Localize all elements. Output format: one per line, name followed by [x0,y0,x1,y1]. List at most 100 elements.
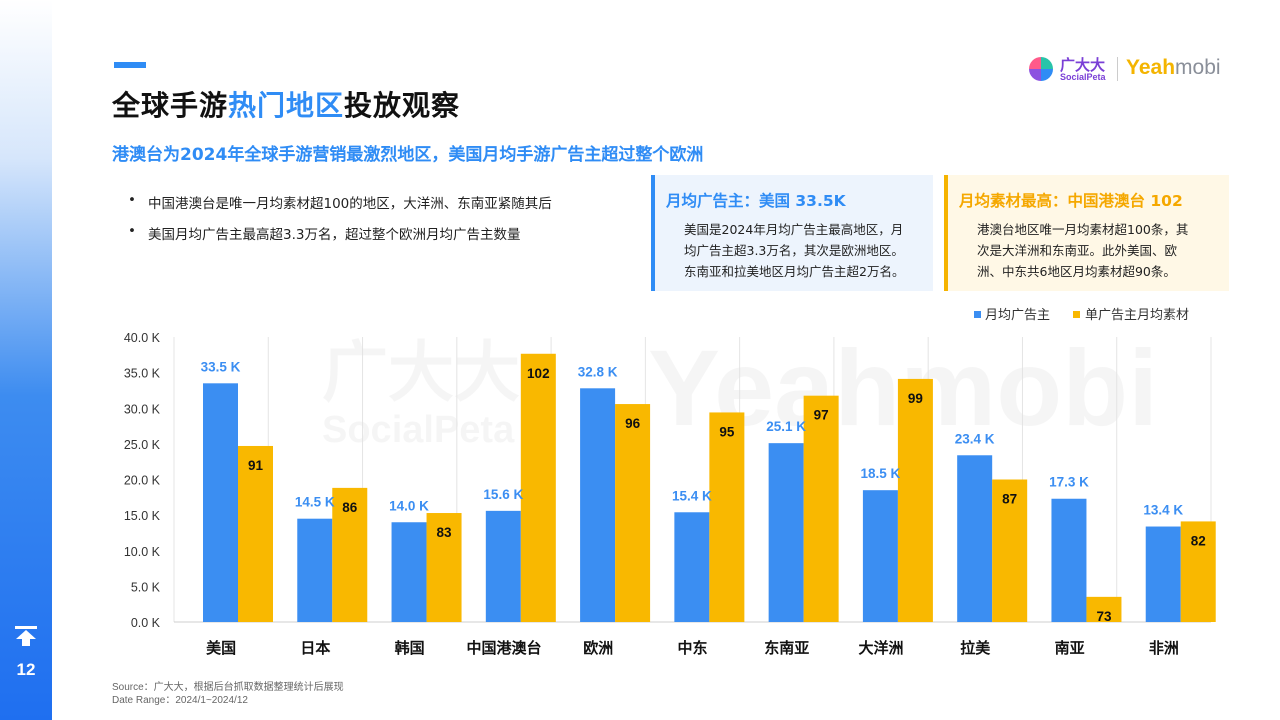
title-highlight: 热门地区 [228,89,345,122]
page-title: 全球手游热门地区投放观察 [112,84,460,124]
bar-advertisers [957,455,993,622]
data-label-creatives: 86 [342,500,358,515]
yeahmobi-logo-yeah: Yeah [1126,56,1176,79]
bar-advertisers [862,490,898,622]
data-label-creatives: 96 [625,416,641,431]
x-tick-label: 中国港澳台 [466,639,541,657]
bar-creatives [1086,596,1122,622]
y-tick-label: 25.0 K [124,438,161,452]
y-tick-label: 40.0 K [124,331,161,345]
bar-creatives [709,412,745,622]
y-tick-label: 15.0 K [124,509,161,523]
callout-advertisers: 月均广告主：美国 33.5K 美国是2024年月均广告主最高地区，月 均广告主超… [651,175,933,291]
back-to-top-icon[interactable] [14,624,38,648]
x-tick-label: 拉美 [960,639,991,657]
data-label-creatives: 91 [248,458,264,473]
bar-creatives [426,513,462,622]
callout-body: 港澳台地区唯一月均素材超100条，其 次是大洋洲和东南亚。此外美国、欧 洲、中东… [977,219,1222,282]
source-line: Source：广大大，根据后台抓取数据整理统计后展现 [112,682,344,693]
source-note: Source：广大大，根据后台抓取数据整理统计后展现 Date Range：20… [112,681,344,707]
bullet-item: 美国月均广告主最高超3.3万名，超过整个欧洲月均广告主数量 [128,223,552,254]
bar-creatives [992,479,1028,622]
socialpeta-logo-en: SocialPeta [1060,72,1106,82]
callout-line: 洲、中东共6地区月均素材超90条。 [977,264,1176,279]
legend-label-advertisers: 月均广告主 [985,308,1050,323]
legend-label-creatives: 单广告主月均素材 [1085,308,1189,323]
callout-creatives: 月均素材最高：中国港澳台 102 港澳台地区唯一月均素材超100条，其 次是大洋… [944,175,1229,291]
data-label-creatives: 83 [437,525,453,540]
y-tick-label: 0.0 K [131,616,161,630]
x-tick-label: 东南亚 [764,639,809,657]
callout-line: 均广告主超3.3万名，其次是欧洲地区。 [684,243,904,258]
title-accent-bar [114,62,146,68]
bar-advertisers [674,512,710,622]
x-tick-label: 中东 [677,639,707,657]
data-label-advertisers: 15.4 K [672,488,712,503]
bar-creatives [615,404,651,622]
legend-swatch-creatives [1073,311,1080,318]
bar-advertisers [391,522,427,622]
bullet-list: 中国港澳台是唯一月均素材超100的地区，大洋洲、东南亚紧随其后 美国月均广告主最… [128,192,552,254]
callout-title: 月均广告主：美国 33.5K [666,192,846,210]
brand-logos: 广大大 SocialPeta Yeahmobi [1026,54,1236,86]
data-label-advertisers: 25.1 K [766,419,806,434]
data-label-advertisers: 33.5 K [201,359,241,374]
data-label-advertisers: 15.6 K [483,487,523,502]
page-number: 12 [16,660,36,679]
date-range-line: Date Range：2024/1~2024/12 [112,695,248,706]
x-tick-label: 日本 [300,639,330,657]
data-label-creatives: 102 [527,366,550,381]
data-label-creatives: 95 [719,424,735,439]
data-label-creatives: 87 [1002,492,1017,507]
bar-advertisers [580,388,616,622]
callout-line: 美国是2024年月均广告主最高地区，月 [684,222,904,237]
x-tick-label: 韩国 [395,639,425,657]
data-label-advertisers: 14.5 K [295,495,335,510]
logo-divider [1117,57,1118,81]
page-subtitle: 港澳台为2024年全球手游营销最激烈地区，美国月均手游广告主超过整个欧洲 [112,145,704,165]
socialpeta-logo-icon [1029,57,1053,81]
bar-advertisers [485,510,521,622]
y-tick-label: 5.0 K [131,580,161,594]
data-label-advertisers: 32.8 K [578,364,618,379]
callout-body: 美国是2024年月均广告主最高地区，月 均广告主超3.3万名，其次是欧洲地区。 … [684,219,929,282]
watermark-text: SocialPeta [322,409,515,451]
yeahmobi-logo: Yeahmobi [1126,56,1221,80]
callout-line: 次是大洋洲和东南亚。此外美国、欧 [977,243,1178,258]
data-label-advertisers: 13.4 K [1143,503,1183,518]
y-tick-label: 20.0 K [124,474,161,488]
bar-creatives [238,445,273,622]
data-label-creatives: 97 [814,408,829,423]
data-label-advertisers: 17.3 K [1049,475,1089,490]
y-tick-label: 30.0 K [124,402,161,416]
legend-swatch-advertisers [974,311,981,318]
bar-creatives [803,395,839,622]
bar-creatives [897,378,933,622]
sidebar-strip: 12 [0,0,52,720]
bar-creatives [520,353,556,622]
x-tick-label: 欧洲 [583,639,613,657]
watermark-text: 广大大 [322,334,520,411]
x-tick-label: 非洲 [1149,639,1179,657]
x-tick-label: 南亚 [1055,639,1085,657]
y-tick-label: 35.0 K [124,367,161,381]
bar-advertisers [203,383,238,622]
data-label-creatives: 82 [1191,533,1206,548]
title-part-3: 投放观察 [344,89,461,122]
data-label-advertisers: 23.4 K [955,431,995,446]
callout-line: 东南亚和拉美地区月均广告主超2万名。 [684,264,905,279]
socialpeta-logo-cn: 广大大 [1060,56,1106,74]
bullet-item: 中国港澳台是唯一月均素材超100的地区，大洋洲、东南亚紧随其后 [128,192,552,223]
data-label-creatives: 73 [1096,609,1112,624]
bar-creatives [332,487,368,622]
data-label-advertisers: 18.5 K [861,466,901,481]
bar-advertisers [1145,526,1181,622]
data-label-advertisers: 14.0 K [389,498,429,513]
callout-title: 月均素材最高：中国港澳台 102 [959,192,1183,210]
yeahmobi-logo-mobi: mobi [1175,56,1221,79]
bar-advertisers [1051,498,1087,622]
bar-advertisers [297,518,333,622]
bar-advertisers [768,443,804,622]
title-part-1: 全球手游 [112,89,229,122]
